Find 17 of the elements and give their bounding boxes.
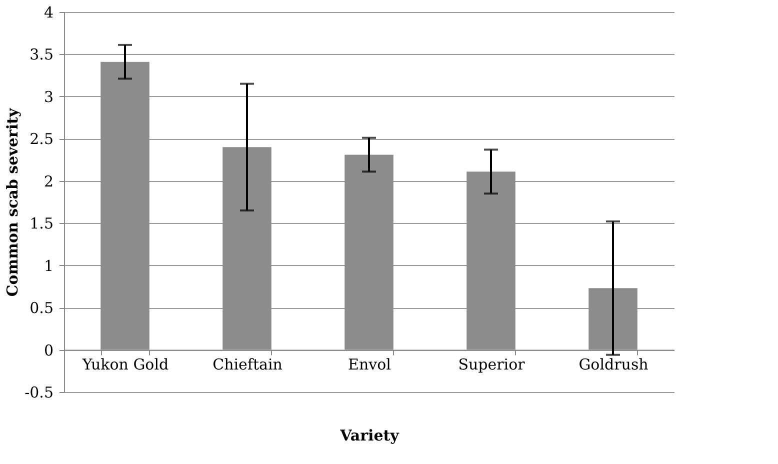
y-tick-label: 0.5 xyxy=(30,299,54,318)
y-tick-label: 2.5 xyxy=(30,130,54,148)
y-tick-label: 3.5 xyxy=(30,46,54,64)
y-tick-label: 2 xyxy=(44,172,54,190)
x-tick-label: Chieftain xyxy=(212,355,283,374)
x-tick-label: Superior xyxy=(458,355,526,374)
x-tick-label: Yukon Gold xyxy=(81,355,169,374)
y-tick-label: 1.5 xyxy=(30,214,54,233)
y-tick-label: -0.5 xyxy=(24,384,54,402)
y-tick-label: 3 xyxy=(44,88,54,106)
y-tick-label: 1 xyxy=(44,256,54,275)
y-tick-label: 4 xyxy=(44,4,54,22)
x-tick-label: Goldrush xyxy=(578,355,649,374)
x-axis-title: Variety xyxy=(339,426,400,444)
y-axis-title: Common scab severity xyxy=(4,107,22,297)
x-tick-label: Envol xyxy=(348,355,392,374)
y-tick-label: 0 xyxy=(44,341,54,360)
